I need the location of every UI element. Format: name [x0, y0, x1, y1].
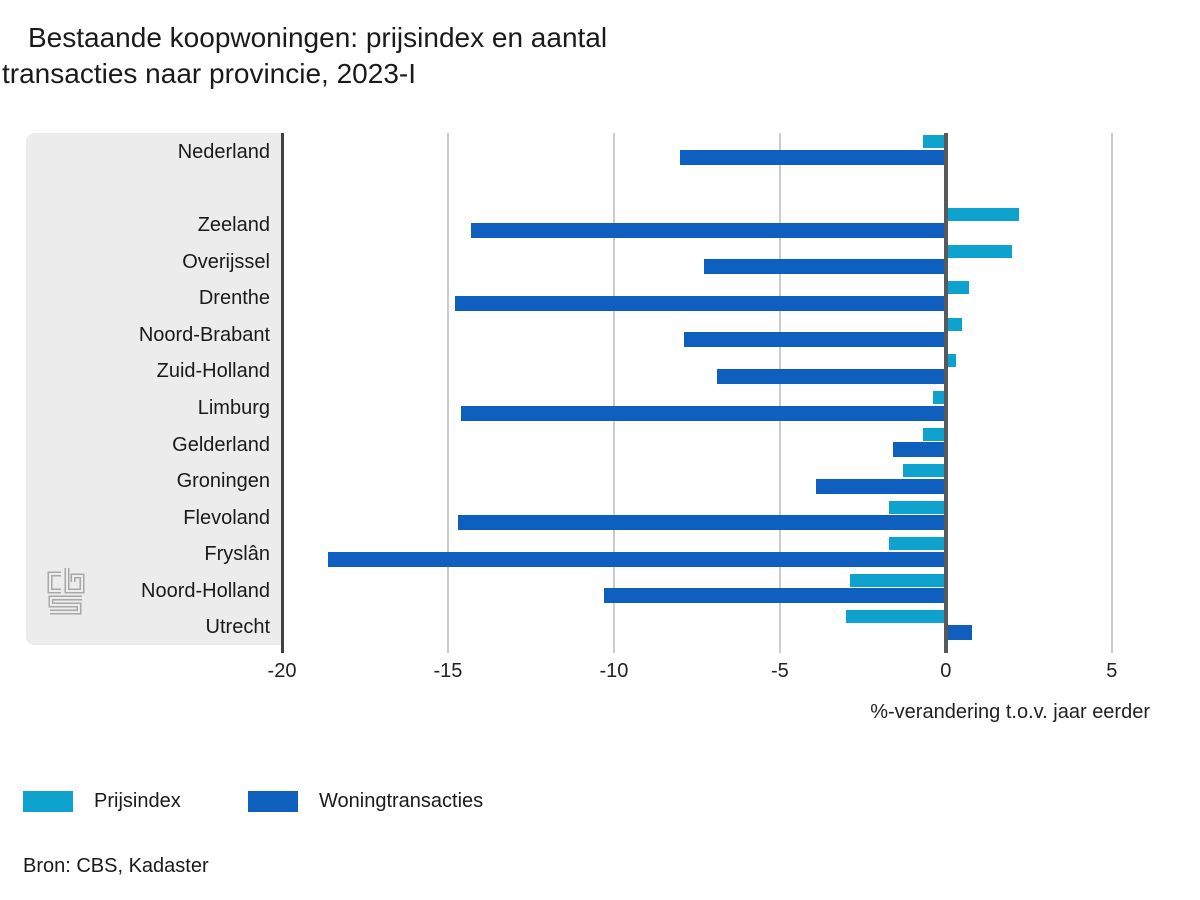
legend-label-prijsindex: Prijsindex: [94, 790, 181, 812]
bar-woningtransacties-noord-holland: [603, 588, 946, 604]
bar-prijsindex-limburg: [932, 391, 946, 404]
bar-prijsindex-nederland: [922, 135, 946, 148]
gridline--15: [446, 133, 449, 653]
bar-prijsindex-noord-brabant: [945, 317, 963, 331]
x-tick-label-0: 0: [940, 660, 952, 682]
bar-prijsindex-utrecht: [846, 610, 946, 624]
bar-woningtransacties-gelderland: [892, 442, 946, 458]
bar-woningtransacties-zeeland: [471, 222, 946, 238]
bar-woningtransacties-drenthe: [454, 295, 946, 311]
category-label-overijssel: Overijssel: [182, 250, 270, 273]
bar-woningtransacties-groningen: [816, 478, 946, 494]
chart-title-line-2: transacties naar provincie, 2023-I: [2, 58, 416, 89]
category-label-noord-holland: Noord-Holland: [141, 579, 270, 602]
bar-prijsindex-overijssel: [945, 244, 1013, 258]
bar-woningtransacties-limburg: [461, 405, 946, 421]
category-label-groningen: Groningen: [176, 470, 270, 493]
x-axis-title: %-verandering t.o.v. jaar eerder: [870, 701, 1150, 723]
category-label-flevoland: Flevoland: [183, 506, 270, 529]
category-label-gelderland: Gelderland: [172, 433, 270, 456]
x-tick-label--10: -10: [599, 660, 629, 682]
legend-swatch-woningtransacties: [248, 791, 298, 812]
x-tick-label-5: 5: [1106, 660, 1118, 682]
category-label-limburg: Limburg: [197, 397, 270, 419]
bar-woningtransacties-fryslân: [328, 551, 946, 567]
gridline--10: [612, 133, 615, 653]
bar-prijsindex-zuid-holland: [945, 354, 956, 368]
chart-title-line-1: Bestaande koopwoningen: prijsindex en aa…: [28, 22, 608, 53]
bar-prijsindex-zeeland: [945, 208, 1019, 222]
bar-prijsindex-drenthe: [945, 281, 970, 295]
bar-prijsindex-groningen: [902, 464, 946, 478]
bar-prijsindex-fryslân: [889, 537, 946, 551]
cbs-logo-icon: [47, 568, 85, 615]
bar-woningtransacties-nederland: [680, 149, 946, 165]
legend-item-prijsindex: Prijsindex: [23, 790, 181, 813]
gridline--5: [778, 133, 781, 653]
category-label-zuid-holland: Zuid-Holland: [156, 360, 270, 383]
bar-woningtransacties-zuid-holland: [716, 368, 946, 384]
category-label-utrecht: Utrecht: [205, 616, 270, 639]
category-label-zeeland: Zeeland: [197, 214, 270, 237]
zero-axis-line: [943, 133, 948, 653]
bar-woningtransacties-utrecht: [945, 624, 973, 640]
category-label-fryslân: Fryslân: [204, 543, 270, 566]
bar-prijsindex-noord-holland: [849, 573, 946, 587]
left-axis-line: [280, 133, 284, 653]
bar-woningtransacties-overijssel: [703, 259, 946, 275]
category-label-drenthe: Drenthe: [198, 287, 270, 310]
legend-label-woningtransacties: Woningtransacties: [319, 790, 484, 812]
bar-woningtransacties-flevoland: [457, 515, 946, 531]
category-label-noord-brabant: Noord-Brabant: [138, 323, 270, 346]
legend-item-woningtransacties: Woningtransacties: [248, 790, 483, 813]
x-tick-label--20: -20: [267, 660, 297, 682]
source-text: Bron: CBS, Kadaster: [23, 855, 209, 877]
x-tick-label--15: -15: [433, 660, 463, 682]
category-label-panel: [26, 133, 282, 645]
category-label-nederland: Nederland: [177, 141, 270, 163]
gridline-5: [1110, 133, 1113, 653]
x-tick-label--5: -5: [770, 660, 789, 682]
legend-swatch-prijsindex: [23, 791, 73, 812]
bar-prijsindex-flevoland: [889, 500, 946, 514]
bar-prijsindex-gelderland: [922, 427, 946, 441]
bar-woningtransacties-noord-brabant: [683, 332, 946, 348]
